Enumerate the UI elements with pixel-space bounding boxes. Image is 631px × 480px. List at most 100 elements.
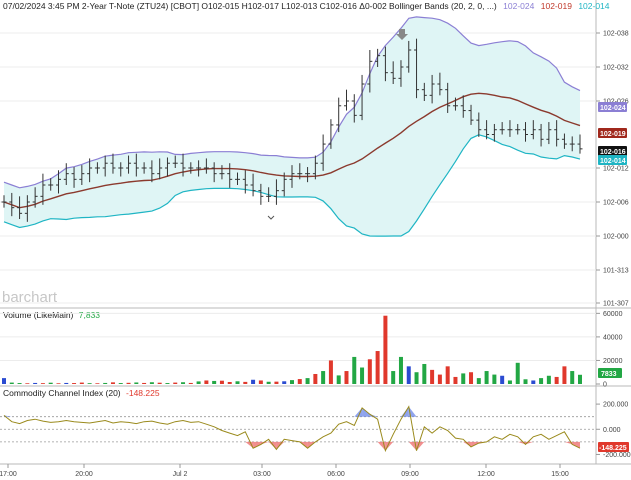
bollinger-upper-line xyxy=(3,16,581,189)
cci-last-tag-bg xyxy=(598,442,629,452)
volume-bar xyxy=(118,383,123,384)
volume-y-tick-label: 20000 xyxy=(603,358,623,365)
price-y-tick-label: 102-000 xyxy=(603,234,629,241)
volume-legend-value: 7,833 xyxy=(79,310,101,320)
cci-legend-value: -148.225 xyxy=(126,388,160,398)
volume-bar xyxy=(453,376,458,384)
volume-bar xyxy=(321,371,326,384)
volume-bar xyxy=(531,380,536,384)
cci-grid xyxy=(0,416,596,443)
volume-bar xyxy=(142,382,147,384)
volume-bar xyxy=(492,374,497,384)
volume-bar xyxy=(282,381,287,384)
cci-oversold-fill xyxy=(572,441,580,449)
volume-bar xyxy=(219,380,224,384)
x-axis-tick-label: 20:00 xyxy=(75,471,93,478)
cci-oversold-fill xyxy=(463,441,472,447)
bollinger-lower-line xyxy=(3,134,581,237)
price-bars xyxy=(1,38,583,222)
volume-bar xyxy=(344,371,349,384)
header-bb-lower: 102-014 xyxy=(578,1,609,11)
cci-last-tag: -148.225 xyxy=(599,445,627,452)
volume-bar xyxy=(539,378,544,384)
volume-bar xyxy=(165,383,170,384)
volume-bar xyxy=(375,351,380,384)
volume-bar xyxy=(383,315,388,384)
volume-bar xyxy=(56,383,61,384)
bollinger-band-fill xyxy=(4,16,580,237)
volume-bar xyxy=(173,382,178,384)
volume-bar xyxy=(274,381,279,384)
cci-y-tick-label: 0.000 xyxy=(603,427,621,434)
cci-oversold-fill xyxy=(385,441,394,451)
cci-oversold-fill xyxy=(253,441,261,449)
volume-bar xyxy=(243,381,248,384)
x-axis-tick-label: 12:00 xyxy=(477,471,495,478)
cci-oversold-fill xyxy=(260,441,269,445)
x-axis-tick-label: 03:00 xyxy=(253,471,271,478)
x-axis: 17:00 20:00 Jul 2 03:00 06:00 09:00 12:00 15:00 xyxy=(0,464,569,478)
volume-y-tick-label: 60000 xyxy=(603,311,623,318)
volume-bar xyxy=(515,362,520,384)
x-axis-tick-label: 06:00 xyxy=(327,471,345,478)
volume-bar xyxy=(17,383,22,384)
volume-bar xyxy=(461,373,466,384)
cci-overbought-fill xyxy=(408,406,417,417)
tag-middle: 102-019 xyxy=(600,131,626,138)
volume-bar xyxy=(437,374,442,384)
volume-bar xyxy=(87,383,92,384)
volume-bar xyxy=(414,372,419,384)
low-marker-chevron xyxy=(267,215,275,220)
volume-bar xyxy=(235,381,240,384)
volume-bar xyxy=(110,382,115,384)
volume-title-text: Volume (LikeMain) xyxy=(3,310,74,320)
barchart-watermark: barchart xyxy=(2,289,58,306)
volume-bar xyxy=(523,379,528,384)
volume-last-tag: 7833 xyxy=(601,371,617,378)
volume-bar xyxy=(562,366,567,384)
volume-bars xyxy=(2,315,582,384)
volume-bar xyxy=(360,367,365,384)
cci-y-tick-label: -200.000 xyxy=(603,452,631,459)
x-axis-tick-label: 15:00 xyxy=(551,471,569,478)
cci-title: Commodity Channel Index (20) -148.225 xyxy=(3,388,160,398)
cci-oversold-fill xyxy=(408,441,417,451)
volume-bar xyxy=(554,376,559,384)
volume-bar xyxy=(72,383,77,384)
volume-grid xyxy=(0,312,596,361)
tag-lower-bg xyxy=(598,155,627,165)
header-bb-upper: 102-024 xyxy=(503,1,534,11)
volume-bar xyxy=(500,375,505,384)
x-axis-tick-label: 17:00 xyxy=(0,471,17,478)
volume-bar xyxy=(367,359,372,384)
price-last-value-tags: 102-024 102-019 102-016 102-014 xyxy=(598,102,627,165)
tag-upper-bg xyxy=(598,102,627,112)
volume-last-tag-bg xyxy=(598,368,622,378)
cci-title-text: Commodity Channel Index (20) xyxy=(3,388,121,398)
volume-bar xyxy=(406,366,411,384)
cci-y-tick-label: 200.000 xyxy=(603,402,628,409)
volume-bar xyxy=(507,380,512,384)
volume-bar xyxy=(391,371,396,384)
volume-bar xyxy=(305,378,310,384)
volume-bar xyxy=(40,383,45,384)
volume-bar xyxy=(297,379,302,384)
cci-overbought-fill xyxy=(400,406,409,417)
volume-bar xyxy=(2,378,6,384)
tag-lower: 102-014 xyxy=(600,158,626,165)
price-y-tick-label: 102-012 xyxy=(603,166,629,173)
cci-fill xyxy=(4,406,580,451)
cci-oversold-fill xyxy=(564,441,573,445)
high-marker-arrow xyxy=(396,29,408,40)
price-y-tick-label: 102-006 xyxy=(603,200,629,207)
volume-bar xyxy=(149,382,154,384)
volume-bar xyxy=(445,366,450,384)
price-y-tick-label: 101-313 xyxy=(603,268,629,275)
volume-bar xyxy=(134,382,139,384)
volume-y-axis: 60000 40000 20000 0 xyxy=(596,311,623,389)
price-y-axis: 102-038102-032102-026102-012102-006102-0… xyxy=(596,31,629,308)
volume-bar xyxy=(188,382,193,384)
tag-close: 102-016 xyxy=(600,149,626,156)
volume-bar xyxy=(25,383,30,384)
